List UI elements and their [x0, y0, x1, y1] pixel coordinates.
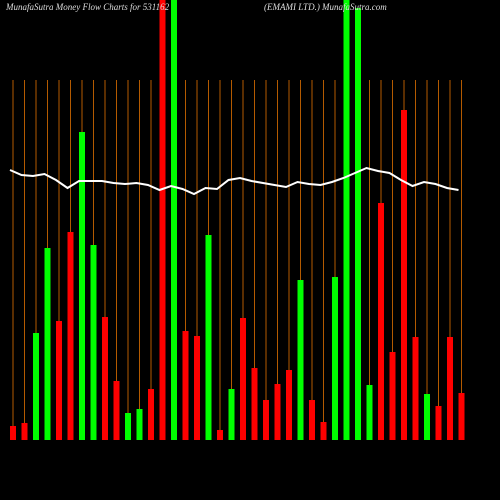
bar — [458, 393, 465, 440]
money-flow-line — [9, 166, 459, 196]
chart-title: MunafaSutra Money Flow Charts for 531162 — [5, 2, 170, 12]
bar — [332, 277, 338, 440]
bar — [309, 400, 315, 440]
bar — [389, 352, 396, 440]
bar — [194, 336, 200, 440]
bar — [274, 384, 281, 440]
bars — [10, 0, 465, 440]
bar — [297, 280, 304, 440]
bar — [424, 394, 430, 440]
bar — [44, 248, 51, 440]
bar — [182, 331, 189, 440]
bar — [67, 232, 74, 440]
bar — [159, 0, 166, 440]
bar — [401, 110, 407, 440]
bar — [148, 389, 154, 440]
bar — [21, 423, 28, 440]
bar — [435, 406, 442, 440]
bar — [355, 8, 361, 440]
bar — [251, 368, 258, 440]
bar — [217, 430, 223, 440]
bar — [205, 235, 212, 440]
bar — [412, 337, 419, 440]
bar — [56, 321, 62, 440]
bar — [286, 370, 292, 440]
bar — [125, 413, 131, 440]
bar — [343, 0, 350, 440]
bar — [228, 389, 235, 440]
bar — [136, 409, 143, 440]
bar — [366, 385, 373, 440]
bar — [263, 400, 269, 440]
bar — [320, 422, 327, 440]
bar — [10, 426, 16, 440]
bar — [33, 333, 39, 440]
bar — [79, 132, 85, 440]
bar — [240, 318, 246, 440]
bar — [90, 245, 97, 440]
bar — [447, 337, 453, 440]
bar — [113, 381, 120, 440]
chart-subtitle: (EMAMI LTD.) MunafaSutra.com — [264, 2, 387, 12]
bar — [102, 317, 108, 440]
bar — [378, 203, 384, 440]
bar — [171, 0, 177, 440]
